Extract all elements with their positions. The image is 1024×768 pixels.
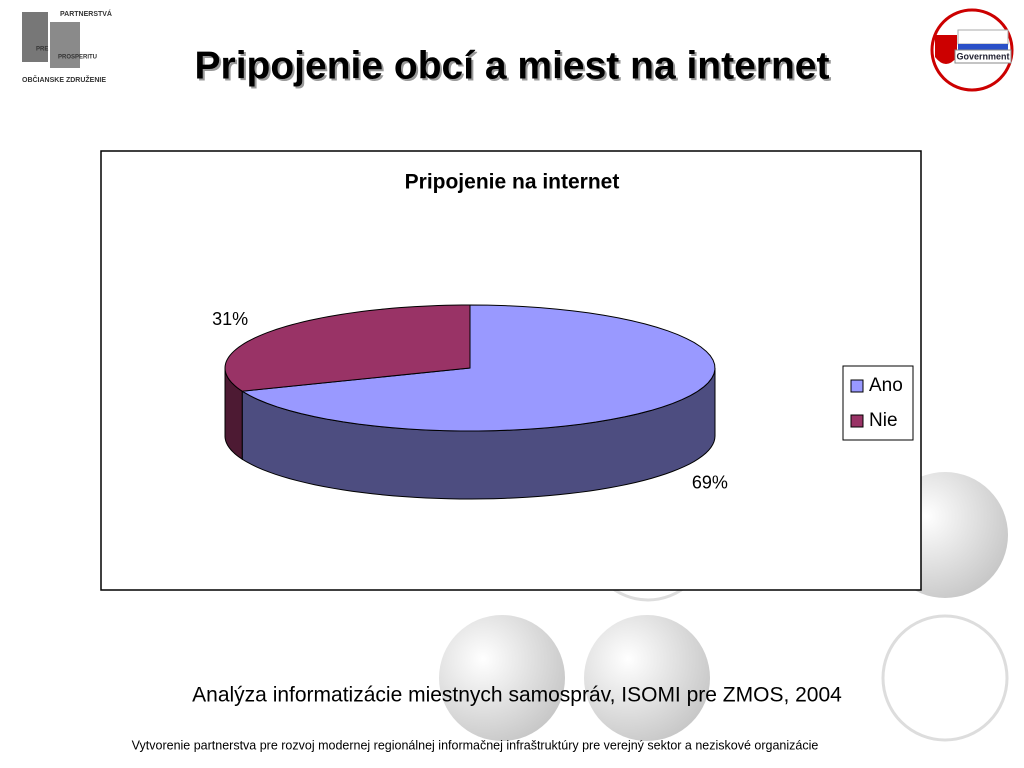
pie-slice bbox=[240, 304, 716, 432]
logo-text: OBČIANSKE ZDRUŽENIE bbox=[22, 75, 106, 84]
logo-left: PARTNERSTVÁ PRE PROSPERITU OBČIANSKE ZDR… bbox=[22, 9, 112, 84]
slide-title: Pripojenie obcí a miest na internet bbox=[195, 44, 830, 87]
data-label: 31% bbox=[212, 309, 248, 329]
footer: Vytvorenie partnerstva pre rozvoj modern… bbox=[132, 738, 819, 752]
logo-text: PRE bbox=[36, 47, 48, 53]
logo-text: Government bbox=[956, 51, 1009, 61]
legend-swatch bbox=[850, 379, 864, 393]
chart-title: Pripojenie na internet bbox=[405, 171, 620, 194]
legend-label: Nie bbox=[869, 410, 898, 431]
logo-text: PROSPERITU bbox=[58, 55, 97, 61]
legend bbox=[842, 365, 914, 441]
logo-text: PARTNERSTVÁ bbox=[60, 9, 112, 18]
data-label: 69% bbox=[692, 473, 728, 493]
legend-swatch bbox=[850, 414, 864, 428]
title-shadow: Pripojenie obcí a miest na internet bbox=[197, 46, 832, 89]
pie-slice bbox=[224, 304, 471, 392]
plot: 69% 31% Ano Nie bbox=[212, 304, 914, 500]
logo-right: Government bbox=[930, 8, 1014, 92]
source: Analýza informatizácie miestnych samospr… bbox=[192, 684, 842, 707]
legend-label: Ano bbox=[869, 375, 903, 396]
